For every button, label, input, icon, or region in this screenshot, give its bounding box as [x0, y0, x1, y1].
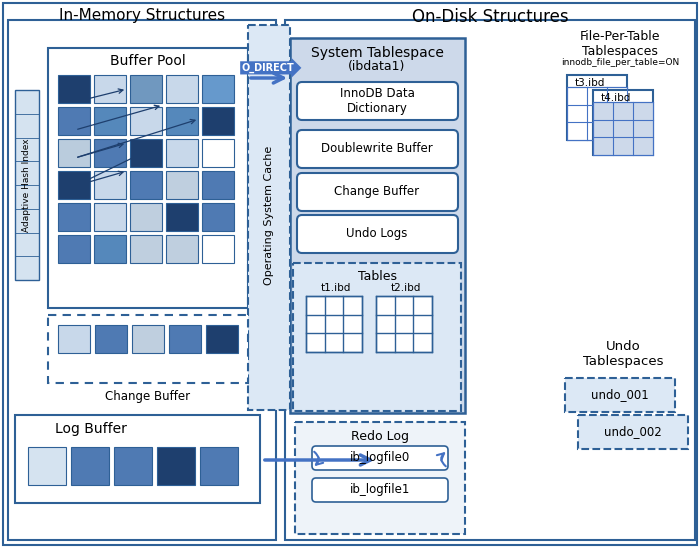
Text: Buffer Pool: Buffer Pool — [110, 54, 186, 68]
FancyBboxPatch shape — [297, 215, 458, 253]
Bar — [157, 447, 195, 485]
Text: t3.ibd: t3.ibd — [575, 78, 606, 88]
Bar — [166, 171, 198, 199]
Text: Log Buffer: Log Buffer — [55, 422, 127, 436]
Bar — [94, 75, 126, 103]
Bar — [200, 447, 238, 485]
Bar — [593, 102, 653, 155]
Bar — [58, 139, 90, 167]
Bar — [58, 75, 90, 103]
Bar — [58, 235, 90, 263]
Bar — [202, 107, 234, 135]
Bar — [293, 263, 461, 411]
Bar — [166, 203, 198, 231]
Text: undo_002: undo_002 — [604, 425, 662, 438]
FancyBboxPatch shape — [297, 82, 458, 120]
Text: Doublewrite Buffer: Doublewrite Buffer — [321, 142, 433, 156]
Bar — [565, 378, 675, 412]
FancyBboxPatch shape — [312, 446, 448, 470]
Text: Operating System Cache: Operating System Cache — [264, 145, 274, 284]
Bar — [94, 139, 126, 167]
Text: In-Memory Structures: In-Memory Structures — [59, 8, 225, 23]
Text: Tables: Tables — [358, 270, 396, 283]
Bar — [202, 139, 234, 167]
Text: t1.ibd: t1.ibd — [321, 283, 351, 293]
Text: System Tablespace: System Tablespace — [311, 46, 443, 60]
Bar — [48, 315, 248, 383]
Bar — [169, 325, 201, 353]
Bar — [202, 203, 234, 231]
Text: ib_logfile1: ib_logfile1 — [350, 483, 410, 496]
Text: t2.ibd: t2.ibd — [391, 283, 421, 293]
Bar — [58, 325, 90, 353]
Bar — [248, 25, 290, 410]
Bar — [166, 107, 198, 135]
Bar — [376, 296, 432, 352]
Bar — [48, 48, 248, 308]
Bar — [593, 90, 653, 155]
Bar — [202, 75, 234, 103]
Bar — [15, 415, 260, 503]
Bar — [8, 20, 276, 540]
Bar — [206, 325, 238, 353]
Bar — [130, 139, 162, 167]
Text: InnoDB Data
Dictionary: InnoDB Data Dictionary — [340, 87, 414, 115]
Bar — [306, 296, 362, 352]
Bar — [166, 235, 198, 263]
FancyBboxPatch shape — [297, 130, 458, 168]
Bar — [130, 171, 162, 199]
Text: Undo Logs: Undo Logs — [346, 227, 407, 241]
Text: ib_logfile0: ib_logfile0 — [350, 452, 410, 465]
Bar — [285, 20, 695, 540]
Text: (ibdata1): (ibdata1) — [349, 60, 406, 73]
Text: Redo Log: Redo Log — [351, 430, 409, 443]
Text: innodb_file_per_table=ON: innodb_file_per_table=ON — [561, 58, 679, 67]
Text: undo_001: undo_001 — [591, 389, 649, 402]
Bar — [202, 235, 234, 263]
Bar — [166, 75, 198, 103]
Bar — [94, 107, 126, 135]
Bar — [94, 171, 126, 199]
FancyBboxPatch shape — [312, 478, 448, 502]
Bar — [130, 107, 162, 135]
Bar — [130, 75, 162, 103]
Bar — [114, 447, 152, 485]
Bar — [202, 171, 234, 199]
Bar — [130, 235, 162, 263]
Bar — [95, 325, 127, 353]
Bar — [132, 325, 164, 353]
Bar — [290, 38, 465, 413]
Text: O_DIRECT: O_DIRECT — [241, 62, 295, 73]
Text: Adaptive Hash Index: Adaptive Hash Index — [22, 138, 32, 232]
Bar — [15, 90, 39, 280]
Bar — [58, 107, 90, 135]
Bar — [567, 87, 627, 140]
Text: On-Disk Structures: On-Disk Structures — [412, 8, 568, 26]
Text: Undo
Tablespaces: Undo Tablespaces — [582, 340, 664, 368]
Bar — [94, 203, 126, 231]
Bar — [295, 422, 465, 534]
Bar — [94, 235, 126, 263]
Text: Change Buffer: Change Buffer — [335, 186, 419, 198]
Bar — [130, 203, 162, 231]
Bar — [28, 447, 66, 485]
FancyBboxPatch shape — [297, 173, 458, 211]
Bar — [567, 75, 627, 140]
Bar — [58, 171, 90, 199]
Bar — [58, 203, 90, 231]
Text: t4.ibd: t4.ibd — [601, 93, 631, 103]
Bar — [71, 447, 109, 485]
Bar — [166, 139, 198, 167]
Text: File-Per-Table
Tablespaces: File-Per-Table Tablespaces — [580, 30, 660, 58]
Bar — [578, 415, 688, 449]
Text: Change Buffer: Change Buffer — [106, 390, 190, 403]
